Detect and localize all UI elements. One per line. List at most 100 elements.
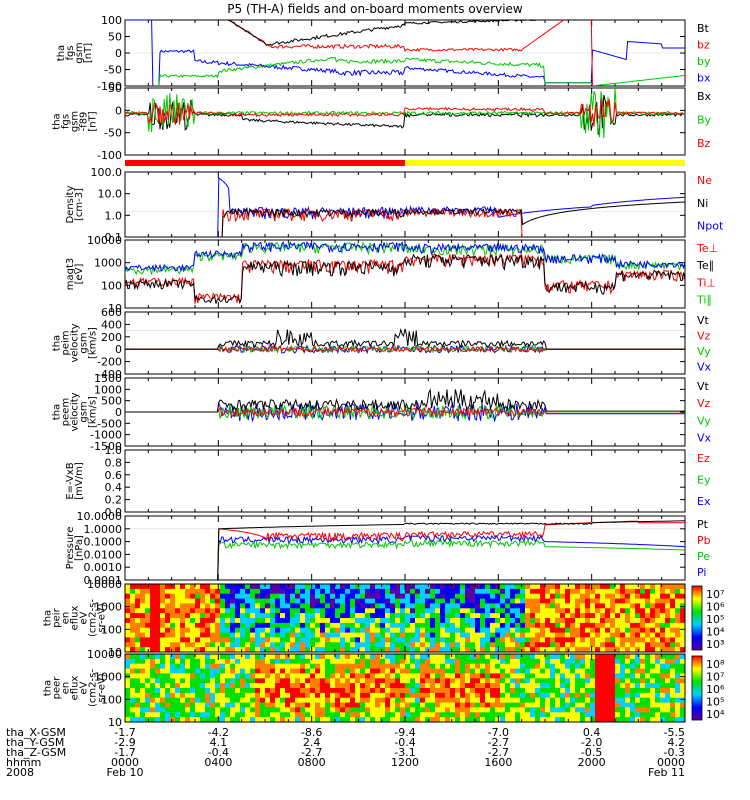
spectrogram-cell bbox=[195, 658, 201, 665]
spectrogram-cell bbox=[220, 712, 226, 718]
spectrogram-cell bbox=[320, 608, 326, 614]
spectrogram-cell bbox=[610, 712, 616, 718]
spectrogram-cell bbox=[670, 608, 676, 614]
spectrogram-cell bbox=[585, 588, 591, 595]
spectrogram-cell bbox=[340, 712, 346, 718]
spectrogram-cell bbox=[415, 712, 421, 718]
spectrogram-cell bbox=[640, 692, 646, 699]
spectrogram-cell bbox=[650, 668, 656, 674]
spectrogram-cell bbox=[630, 584, 636, 590]
spectrogram-cell bbox=[505, 642, 511, 648]
spectrogram-cell bbox=[165, 608, 171, 614]
spectrogram-cell bbox=[435, 717, 441, 723]
spectrogram-cell bbox=[550, 683, 556, 689]
spectrogram-cell bbox=[660, 663, 666, 670]
spectrogram-cell bbox=[430, 593, 436, 600]
spectrogram-cell bbox=[335, 712, 341, 718]
spectrogram-cell bbox=[130, 688, 136, 694]
spectrogram-cell bbox=[565, 658, 571, 665]
y-tick-label: -100 bbox=[97, 80, 122, 93]
spectrogram-cell bbox=[290, 663, 296, 670]
series-line bbox=[227, 20, 594, 86]
y-axis-label: peem bbox=[61, 398, 72, 426]
spectrogram-cell bbox=[535, 642, 541, 648]
spectrogram-cell bbox=[555, 598, 561, 604]
spectrogram-cell bbox=[400, 702, 406, 708]
spectrogram-cell bbox=[565, 608, 571, 614]
spectrogram-cell bbox=[610, 584, 616, 590]
spectrogram-cell bbox=[585, 627, 591, 634]
spectrogram-cell bbox=[490, 673, 496, 679]
spectrogram-cell bbox=[220, 608, 226, 614]
spectrogram-cell bbox=[315, 584, 321, 590]
spectrogram-cell bbox=[475, 702, 481, 708]
spectrogram-cell bbox=[175, 608, 181, 614]
spectrogram-cell bbox=[500, 702, 506, 708]
spectrogram-cell bbox=[230, 688, 236, 694]
spectrogram-cell bbox=[140, 622, 146, 629]
spectrogram-cell bbox=[650, 598, 656, 604]
spectrogram-cell bbox=[370, 654, 376, 660]
spectrogram-cell bbox=[630, 647, 636, 653]
spectrogram-cell bbox=[255, 663, 261, 670]
ephemeris-value: 0.4 bbox=[583, 726, 601, 739]
spectrogram-cell bbox=[285, 658, 291, 665]
spectrogram-cell bbox=[605, 683, 611, 689]
spectrogram-cell bbox=[470, 647, 476, 653]
spectrogram-cell bbox=[515, 673, 521, 679]
spectrogram-cell bbox=[245, 658, 251, 665]
spectrogram-cell bbox=[635, 618, 641, 624]
spectrogram-cell bbox=[590, 618, 596, 624]
spectrogram-cell bbox=[625, 702, 631, 708]
spectrogram-cell bbox=[520, 717, 526, 723]
spectrogram-cell bbox=[160, 593, 166, 600]
spectrogram-cell bbox=[615, 622, 621, 629]
spectrogram-cell bbox=[215, 647, 221, 653]
spectrogram-cell bbox=[490, 697, 496, 704]
spectrogram-cell bbox=[420, 588, 426, 595]
spectrogram-cell bbox=[265, 668, 271, 674]
spectrogram-cell bbox=[630, 683, 636, 689]
panel-peim_v: VtVzVyVx6004002000-200-400thapeimvelocit… bbox=[52, 306, 712, 381]
spectrogram-cell bbox=[540, 637, 546, 643]
spectrogram-cell bbox=[150, 663, 156, 670]
spectrogram-cell bbox=[380, 622, 386, 629]
spectrogram-cell bbox=[675, 712, 681, 718]
spectrogram-cell bbox=[465, 647, 471, 653]
spectrogram-cell bbox=[370, 712, 376, 718]
spectrogram-cell bbox=[300, 697, 306, 704]
spectrogram-cell bbox=[520, 678, 526, 684]
spectrogram-cell bbox=[470, 598, 476, 604]
spectrogram-cell bbox=[125, 588, 131, 595]
legend-label: Ti⊥ bbox=[696, 276, 716, 289]
spectrogram-cell bbox=[135, 632, 141, 638]
spectrogram-cell bbox=[400, 622, 406, 629]
spectrogram-cell bbox=[155, 618, 161, 624]
y-tick-label: 1000 bbox=[94, 383, 122, 396]
spectrogram-cell bbox=[220, 642, 226, 648]
spectrogram-cell bbox=[185, 707, 191, 713]
spectrogram-cell bbox=[215, 584, 221, 590]
spectrogram-cell bbox=[540, 613, 546, 619]
spectrogram-cell bbox=[655, 598, 661, 604]
spectrogram-cell bbox=[560, 692, 566, 699]
spectrogram-cell bbox=[160, 603, 166, 609]
spectrogram-cell bbox=[345, 663, 351, 670]
spectrogram-cell bbox=[640, 608, 646, 614]
spectrogram-cell bbox=[435, 637, 441, 643]
spectrogram-cell bbox=[290, 654, 296, 660]
spectrogram-cell bbox=[380, 627, 386, 634]
spectrogram-cell bbox=[645, 588, 651, 595]
spectrogram-cell bbox=[520, 688, 526, 694]
y-tick-label: -1500 bbox=[90, 440, 122, 453]
spectrogram-cell bbox=[140, 608, 146, 614]
spectrogram-cell bbox=[485, 632, 491, 638]
spectrogram-cell bbox=[260, 603, 266, 609]
spectrogram-cell bbox=[170, 618, 176, 624]
spectrogram-cell bbox=[400, 647, 406, 653]
spectrogram-cell bbox=[290, 622, 296, 629]
spectrogram-cell bbox=[400, 692, 406, 699]
spectrogram-cell bbox=[680, 613, 686, 619]
spectrogram-cell bbox=[335, 654, 341, 660]
